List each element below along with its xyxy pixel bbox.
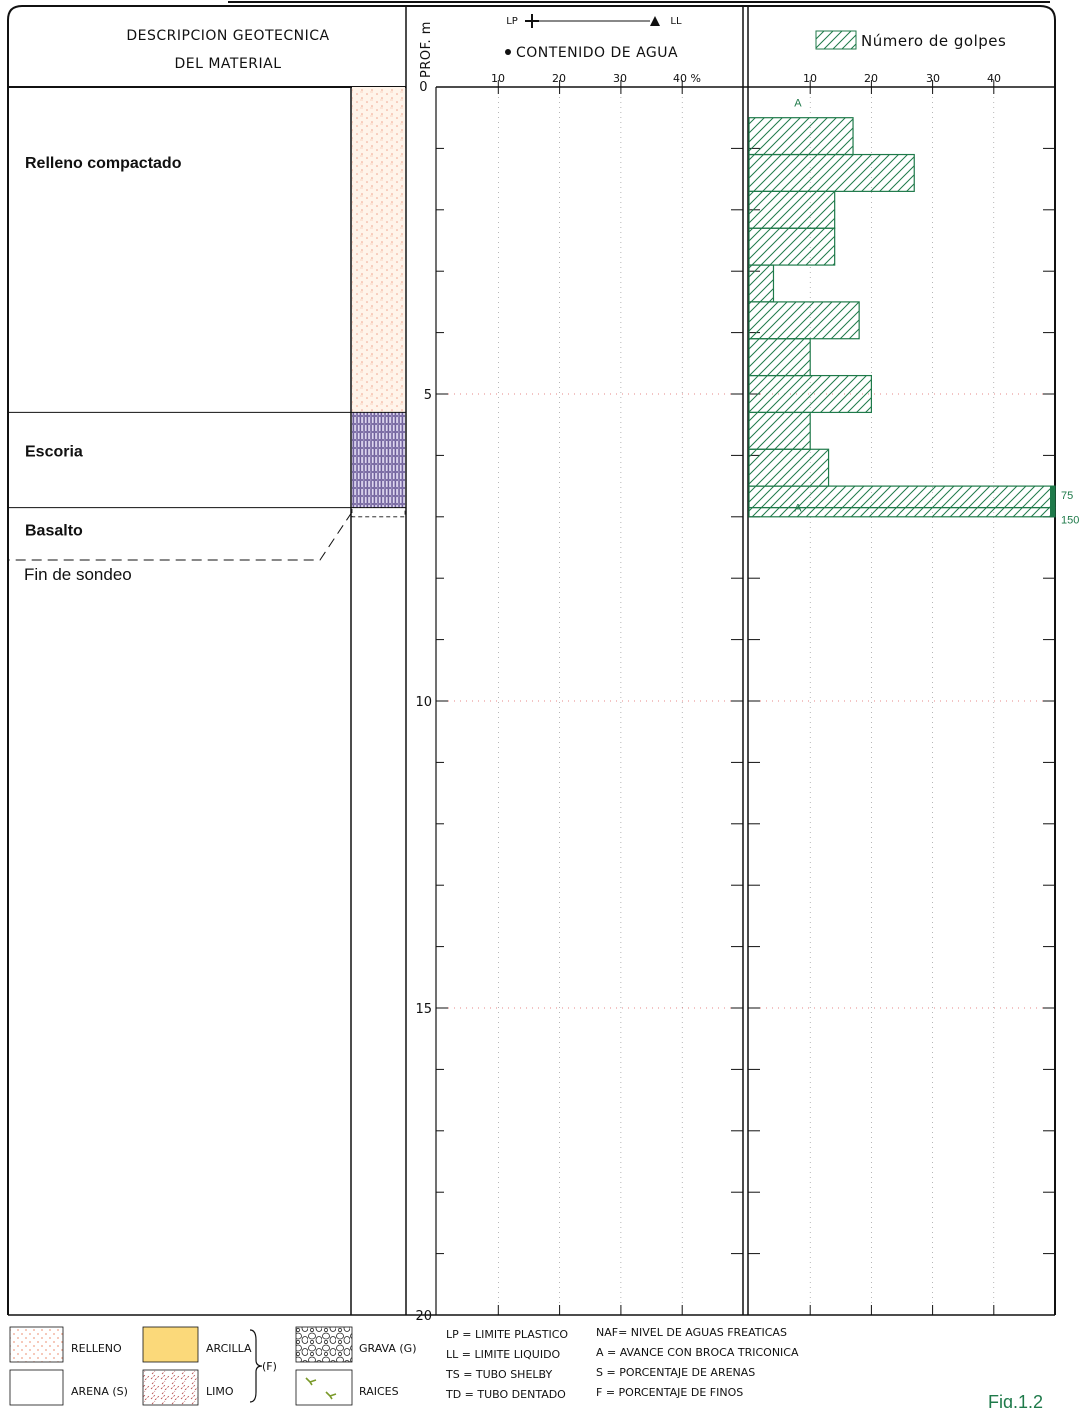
legend-relleno: RELLENO: [9, 1326, 122, 1363]
layer-pattern-relleno: [352, 87, 405, 413]
grava-label: GRAVA (G): [359, 1342, 417, 1355]
water-content-marker-icon: [505, 49, 511, 55]
stratigraphy-column: Relleno compactado Escoria Basalto: [8, 87, 406, 540]
golpes-bar: [748, 448, 830, 487]
golpes-bar: [748, 338, 811, 377]
raices-label: RAICES: [359, 1385, 399, 1398]
abbrev-s: S = PORCENTAJE DE ARENAS: [596, 1366, 755, 1379]
abbrev-a: A = AVANCE CON BROCA TRICONICA: [596, 1346, 799, 1359]
raices-icon: [305, 1377, 337, 1400]
arcilla-swatch: [142, 1326, 199, 1363]
legend-arcilla: ARCILLA: [142, 1326, 252, 1363]
legend-grava: GRAVA (G): [295, 1326, 417, 1363]
sheet-frame: [7, 5, 1056, 1315]
limo-label: LIMO: [206, 1385, 234, 1398]
grava-swatch: [295, 1326, 353, 1363]
raices-swatch: [295, 1369, 353, 1406]
finos-brace-icon: [249, 1329, 263, 1403]
golpes-overflow-label: 75: [1061, 490, 1073, 502]
abbreviations-col1: LP = LIMITE PLASTICO LL = LIMITE LIQUIDO…: [445, 1328, 568, 1401]
abbrev-td: TD = TUBO DENTADO: [445, 1388, 566, 1401]
annotation-avance: A: [794, 97, 802, 109]
golpes-bar: [748, 264, 775, 303]
layer-name: Escoria: [25, 443, 83, 460]
golpes-bar: [748, 301, 860, 340]
finos-label: (F): [262, 1360, 277, 1373]
golpes-bar-chart: 75 150 A A: [748, 97, 1079, 527]
fin-sondeo-label: Fin de sondeo: [24, 565, 132, 584]
depth-label: 20: [415, 1309, 432, 1324]
abbrev-lp: LP = LIMITE PLASTICO: [446, 1328, 568, 1341]
desc-title-line2: DEL MATERIAL: [174, 56, 281, 72]
depth-label: 5: [424, 388, 432, 403]
layer-pattern-basalto: [352, 507, 405, 517]
golpes-tick-20: 20: [864, 72, 878, 85]
legend-raices: RAICES: [295, 1369, 399, 1406]
golpes-bar-overflow-cap: [1050, 507, 1055, 517]
golpes-legend-swatch: [815, 30, 857, 50]
legend-limo: LIMO: [142, 1369, 234, 1406]
arena-swatch: [9, 1369, 64, 1406]
layer-pattern-escoria: [352, 412, 405, 508]
golpes-tick-30: 30: [926, 72, 940, 85]
water-content-title: CONTENIDO DE AGUA: [516, 45, 678, 61]
golpes-legend-label: Número de golpes: [861, 32, 1006, 50]
abbrev-f: F = PORCENTAJE DE FINOS: [596, 1386, 743, 1399]
golpes-bar: [748, 411, 811, 450]
golpes-bar: [748, 227, 836, 266]
arcilla-label: ARCILLA: [206, 1342, 252, 1355]
abbrev-ll: LL = LIMITE LIQUIDO: [446, 1348, 561, 1361]
water-tick-30: 30: [613, 72, 627, 85]
prof-axis-title: PROF. m: [419, 21, 434, 78]
abbrev-naf: NAF= NIVEL DE AGUAS FREATICAS: [596, 1326, 787, 1339]
lp-label: LP: [506, 16, 518, 27]
water-tick-40: 40 %: [673, 72, 701, 85]
relleno-swatch: [9, 1326, 64, 1363]
golpes-bar: [748, 117, 854, 156]
relleno-label: RELLENO: [71, 1342, 122, 1355]
lp-marker-icon: [525, 14, 539, 28]
plot-grid: 5 10 15 20: [415, 80, 1055, 1324]
depth-label: 10: [415, 695, 432, 710]
depth-label: 15: [415, 1002, 432, 1017]
golpes-bar-overflow-cap: [1050, 486, 1055, 508]
limo-swatch: [142, 1369, 199, 1406]
desc-title-line1: DESCRIPCION GEOTECNICA: [126, 28, 329, 44]
arena-label: ARENA (S): [71, 1385, 128, 1398]
legend-arena: ARENA (S): [9, 1369, 128, 1406]
water-tick-20: 20: [552, 72, 566, 85]
abbreviations-col2: NAF= NIVEL DE AGUAS FREATICAS A = AVANCE…: [596, 1326, 799, 1399]
depth-label-header-zero: 0: [419, 80, 428, 95]
water-tick-10: 10: [491, 72, 505, 85]
abbrev-ts: TS = TUBO SHELBY: [445, 1368, 552, 1381]
figure-label: Fig.1.2: [988, 1392, 1043, 1408]
layer-name: Basalto: [25, 523, 83, 540]
golpes-bar: [748, 190, 836, 229]
golpes-tick-10: 10: [803, 72, 817, 85]
ll-marker-icon: [650, 16, 660, 26]
fin-sondeo-leader: [8, 511, 353, 561]
annotation-avance: A: [794, 503, 802, 515]
golpes-tick-40: 40: [987, 72, 1001, 85]
golpes-bar: [748, 374, 873, 414]
ll-label: LL: [670, 16, 682, 27]
layer-name: Relleno compactado: [25, 155, 182, 172]
golpes-bar: [748, 153, 915, 192]
golpes-overflow-label: 150: [1061, 515, 1079, 527]
